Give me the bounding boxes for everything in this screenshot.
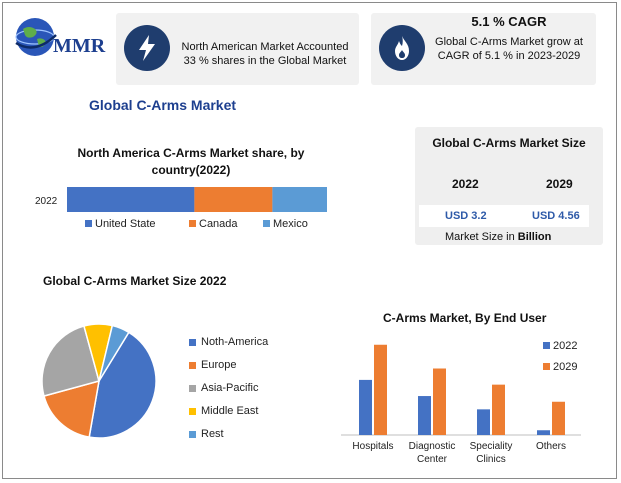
category-label: 2022 xyxy=(35,196,58,207)
bar xyxy=(492,384,505,435)
legend-swatch xyxy=(543,363,550,370)
bar xyxy=(433,368,446,435)
cagr-heading: 5.1 % CAGR xyxy=(471,14,547,29)
value-band xyxy=(419,205,589,227)
legend-label: United State xyxy=(95,218,156,230)
legend-item: Noth-America xyxy=(189,336,268,348)
stat-text: Global C-Arms Market grow at CAGR of 5.1… xyxy=(435,36,583,62)
legend-label: Asia-Pacific xyxy=(201,382,259,394)
market-value: USD 4.56 xyxy=(532,210,580,222)
legend-label: 2022 xyxy=(553,340,577,352)
legend-swatch xyxy=(85,220,92,227)
market-value: USD 3.2 xyxy=(445,210,487,222)
legend-swatch xyxy=(189,430,196,438)
brand-name: MMR xyxy=(53,35,106,57)
legend-swatch xyxy=(263,220,270,227)
legend-swatch xyxy=(189,220,196,227)
legend-swatch xyxy=(189,338,196,346)
year-label: 2022 xyxy=(452,177,479,191)
stat-card-north-america: North American Market Accounted 33 % sha… xyxy=(116,13,359,85)
flame-icon xyxy=(379,25,425,71)
legend-swatch xyxy=(189,361,196,369)
pie-slice xyxy=(98,324,130,382)
bar xyxy=(359,379,372,435)
chart-title: North America C-Arms Market share, by co… xyxy=(77,146,305,177)
legend-label: Noth-America xyxy=(201,336,269,348)
pie-slice xyxy=(88,331,157,439)
pie-chart xyxy=(41,323,157,439)
bar-segment xyxy=(67,187,195,212)
bar-segment xyxy=(194,187,273,212)
bar xyxy=(477,409,490,435)
tick-label: Hospitals xyxy=(352,441,393,452)
enduser-chart: Hospitals Diagnostic Center Speciality Clini… xyxy=(341,340,581,465)
bar xyxy=(537,430,550,435)
share-chart: 2022 United State Canada Mexico xyxy=(35,187,327,230)
tick-label: Speciality Clinics xyxy=(470,441,513,465)
legend-label: 2029 xyxy=(553,361,577,373)
note-unit: Billion xyxy=(517,231,552,243)
legend-item: Asia-Pacific xyxy=(189,382,258,394)
pie-slice xyxy=(41,325,100,397)
market-size-note: Market Size in Billion xyxy=(445,231,551,243)
infographic-frame: MMR North American Market Accounted 33 %… xyxy=(2,2,617,479)
globe-icon xyxy=(15,18,57,56)
chart-title: Global C-Arms Market Size 2022 xyxy=(43,274,227,288)
stat-card-cagr: 5.1 % CAGR Global C-Arms Market grow at … xyxy=(371,13,596,85)
legend-label: Mexico xyxy=(273,218,308,230)
legend-item: Middle East xyxy=(189,405,258,417)
bar xyxy=(418,396,431,435)
legend-swatch xyxy=(189,407,196,415)
legend-label: Middle East xyxy=(201,405,259,417)
logo: MMR xyxy=(13,15,113,59)
legend-label: Canada xyxy=(199,218,238,230)
legend-swatch xyxy=(543,342,550,349)
market-size-card: Global C-Arms Market Size 2022 2029 USD … xyxy=(415,127,603,245)
tick-label: Diagnostic Center xyxy=(409,441,456,465)
year-label: 2029 xyxy=(546,177,573,191)
pie-slice xyxy=(43,379,100,439)
legend-item: Europe xyxy=(189,359,236,371)
legend-label: Europe xyxy=(201,359,237,371)
tick-label: Others xyxy=(536,441,566,452)
bar-segment xyxy=(272,187,327,212)
stat-text: North American Market Accounted 33 % sha… xyxy=(181,41,349,67)
bar xyxy=(552,401,565,435)
pie-legend: Noth-America Europe Asia-Pacific Middle Eas… xyxy=(189,336,299,448)
lightning-icon xyxy=(124,25,170,71)
legend-item: Rest xyxy=(189,428,224,440)
chart-title: C-Arms Market, By End User xyxy=(383,311,547,325)
bar xyxy=(374,344,387,435)
page-title: Global C-Arms Market xyxy=(89,97,237,113)
legend-swatch xyxy=(189,384,196,392)
legend-label: Rest xyxy=(201,428,224,440)
note-text: Market Size in xyxy=(445,231,518,243)
market-size-title: Global C-Arms Market Size xyxy=(432,136,586,150)
